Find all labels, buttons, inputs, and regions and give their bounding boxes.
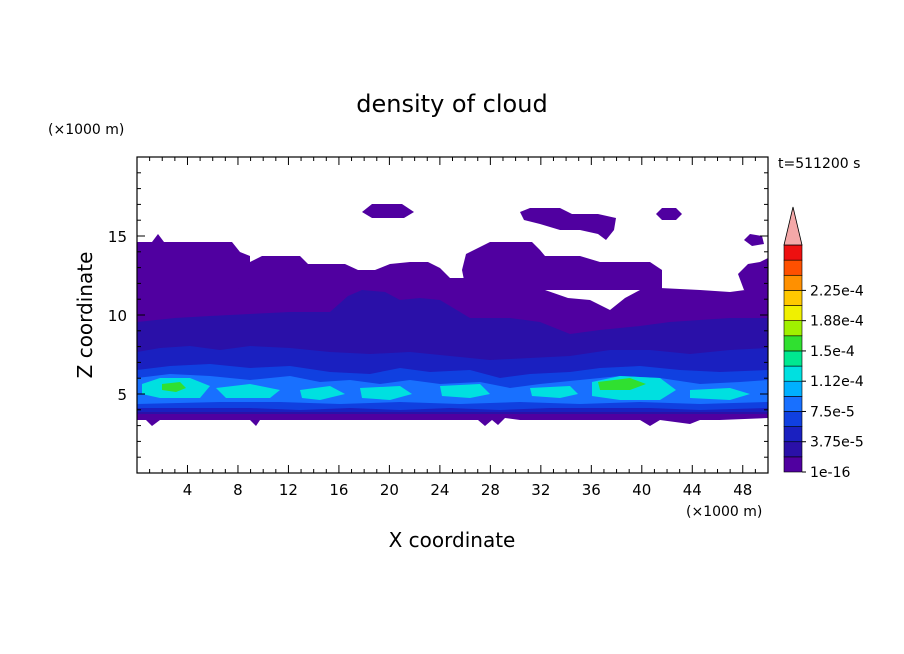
x-tick-label: 4 — [183, 481, 193, 499]
x-tick-label: 16 — [329, 481, 348, 499]
x-axis: 4 8 12 16 20 24 28 32 36 40 44 48 — [149, 157, 756, 499]
cloud-peak-4 — [360, 386, 412, 400]
colorbar-swatch — [783, 380, 803, 397]
colorbar-swatch — [783, 350, 803, 367]
chart-title: density of cloud — [356, 90, 547, 118]
y-unit-label: (×1000 m) — [48, 122, 124, 138]
colorbar-swatch — [783, 411, 803, 427]
cloud-patch-z16-b — [520, 208, 616, 240]
cloud-peak-8 — [690, 388, 750, 400]
x-tick-label: 36 — [582, 481, 601, 499]
cloud-patch-z12-right — [738, 258, 768, 290]
cloud-patch-top-left — [137, 260, 250, 292]
cloud-patch-z16-c — [656, 208, 682, 220]
y-axis: 5 10 15 — [108, 172, 768, 458]
y-axis-label: Z coordinate — [73, 252, 97, 379]
cloud-max-1 — [162, 382, 186, 392]
colorbar-label: 3.75e-5 — [810, 435, 864, 451]
colorbar-swatch — [783, 305, 803, 321]
y-tick-label: 10 — [108, 307, 127, 325]
colorbar-swatch — [783, 426, 803, 443]
colorbar-swatch — [783, 456, 803, 473]
colorbar-label: 2.25e-4 — [810, 283, 864, 299]
x-tick-label: 40 — [632, 481, 651, 499]
colorbar-swatch — [783, 365, 803, 382]
cloud-patch-z15-right — [744, 234, 764, 246]
colorbar-swatch — [783, 259, 803, 276]
y-tick-label: 5 — [117, 386, 127, 404]
colorbar-label: 1.5e-4 — [810, 344, 855, 360]
colorbar-label: 1.12e-4 — [810, 374, 864, 390]
time-label: t=511200 s — [778, 156, 860, 172]
cloud-peak-2 — [216, 384, 280, 398]
x-tick-label: 24 — [430, 481, 449, 499]
colorbar-label: 7.5e-5 — [810, 404, 855, 420]
cloud-region — [137, 204, 768, 426]
cloud-peak-6 — [530, 386, 578, 398]
colorbar-swatch — [783, 274, 803, 291]
x-tick-label: 12 — [279, 481, 298, 499]
x-tick-label: 28 — [481, 481, 500, 499]
x-tick-label: 20 — [380, 481, 399, 499]
x-tick-label: 8 — [233, 481, 243, 499]
colorbar-swatch — [783, 244, 803, 261]
x-tick-label: 44 — [683, 481, 702, 499]
cloud-max-2 — [598, 378, 646, 390]
colorbar-swatch — [783, 441, 803, 458]
y-tick-label: 15 — [108, 228, 127, 246]
x-tick-label: 48 — [733, 481, 752, 499]
colorbar-swatch — [783, 320, 803, 337]
x-axis-label: X coordinate — [389, 528, 516, 552]
cloud-peak-3 — [300, 386, 345, 400]
cloud-peak-5 — [440, 384, 490, 398]
colorbar-label: 1.88e-4 — [810, 314, 864, 330]
colorbar-swatch — [783, 396, 803, 412]
colorbar-swatch — [783, 290, 803, 306]
cloud-patch-z16-a — [362, 204, 414, 218]
x-unit-label: (×1000 m) — [686, 504, 762, 520]
colorbar-extend-arrow — [783, 206, 803, 246]
colorbar-swatch — [783, 335, 803, 352]
x-tick-label: 32 — [531, 481, 550, 499]
colorbar: 1e-16 3.75e-5 7.5e-5 1.12e-4 1.5e-4 1.88e-4 2.… — [783, 206, 864, 481]
cloud-patch-z13 — [462, 242, 662, 290]
colorbar-label: 1e-16 — [810, 465, 850, 481]
